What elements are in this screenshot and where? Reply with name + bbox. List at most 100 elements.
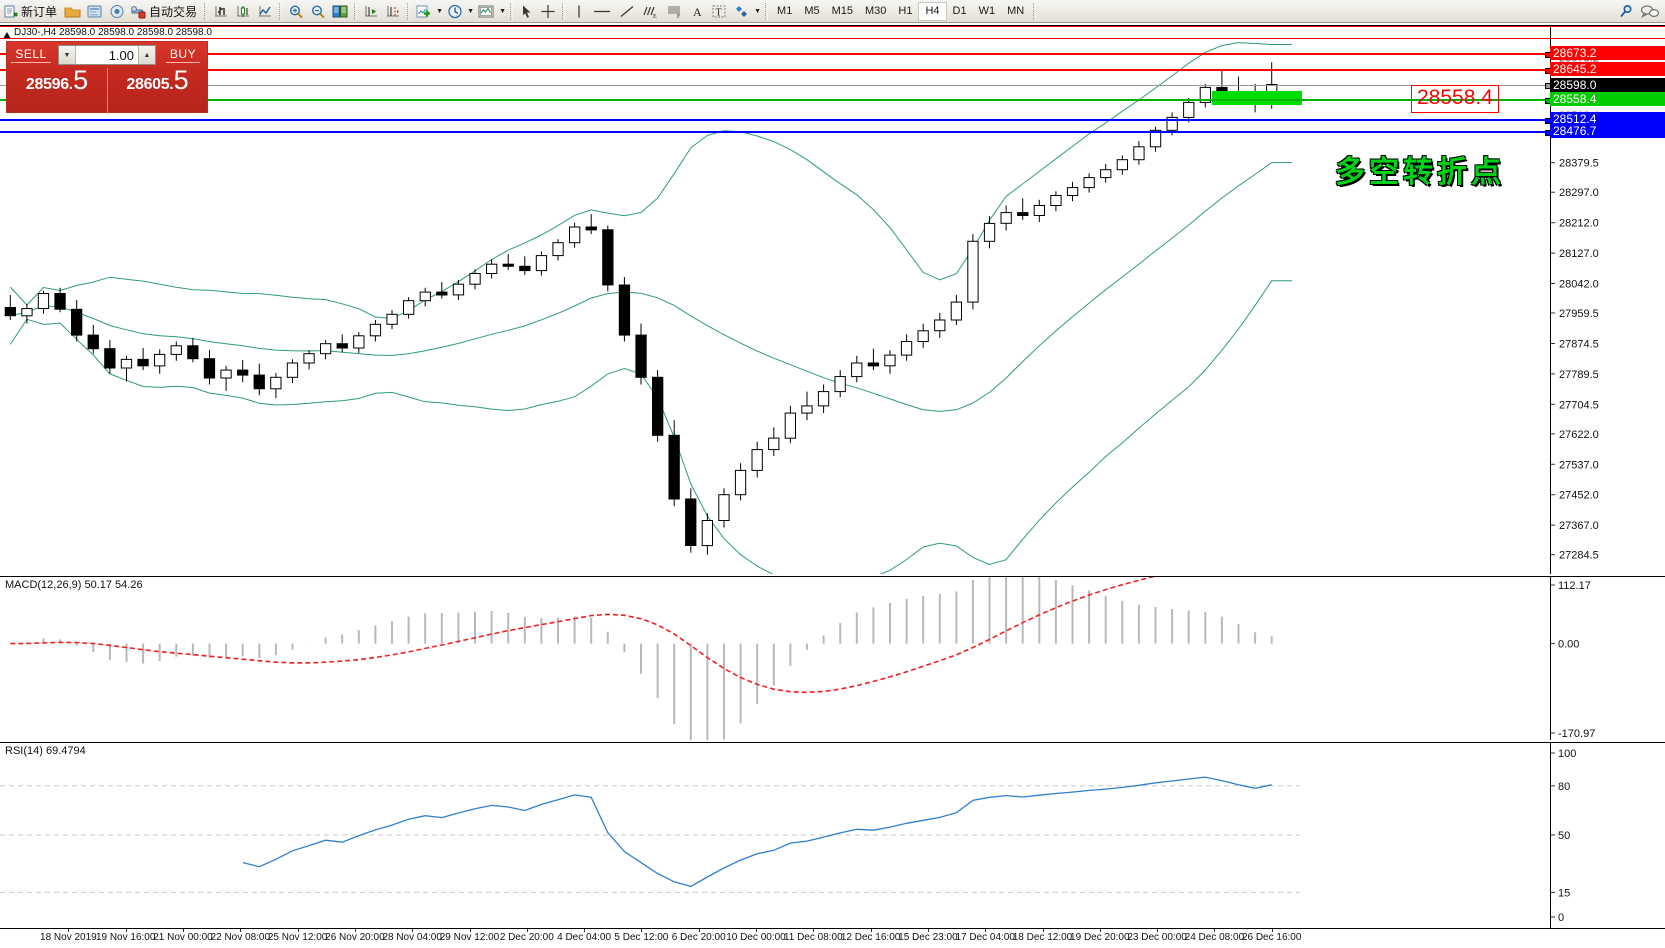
time-tick [1042, 929, 1044, 932]
bar-chart-icon [213, 4, 229, 19]
vertical-line-button[interactable] [568, 1, 589, 22]
zoom-in-icon [288, 4, 304, 19]
macd-plot[interactable] [0, 577, 1550, 740]
timeframe-m15[interactable]: M15 [831, 5, 853, 17]
auto-trading-button[interactable]: 自动交易 [128, 1, 201, 22]
timeframe-w1[interactable]: W1 [978, 5, 996, 17]
navigator-button[interactable] [106, 1, 128, 22]
text-icon: A [691, 4, 705, 19]
market-watch-button[interactable] [84, 1, 106, 22]
timeframe-h1[interactable]: H1 [898, 5, 913, 17]
text-label-button[interactable]: T [708, 1, 730, 22]
timeframe-m30[interactable]: M30 [865, 5, 887, 17]
time-tick [240, 929, 242, 932]
rsi-plot[interactable] [0, 743, 1550, 928]
svg-text:27622.0: 27622.0 [1559, 429, 1599, 441]
sell-price[interactable]: 28596 . 5 [7, 66, 107, 114]
sell-price-integer: 28596 [25, 76, 69, 93]
bar-chart-button[interactable] [210, 1, 232, 22]
price-candlestick-svg [4, 42, 1292, 574]
price-axis[interactable]: 28673.2 28645.2 28634.5 28598.0 28558.4 28549… [1550, 26, 1665, 574]
shapes-icon [733, 4, 750, 19]
price-pane[interactable]: DJ30-,H4 28598.0 28598.0 28598.0 28598.0… [0, 25, 1665, 574]
time-tick [526, 929, 528, 932]
volume-increase-icon[interactable]: ▲ [138, 46, 155, 64]
crosshair-button[interactable] [537, 1, 559, 22]
rsi-pane[interactable]: RSI(14) 69.4794 100 80 50 15 0 [0, 742, 1665, 928]
period-separator-button[interactable] [444, 1, 466, 22]
elliott-wave-button[interactable]: E [639, 1, 663, 22]
add-indicator-dropdown[interactable]: ▼ [436, 7, 443, 15]
candlestick-chart-icon [235, 4, 251, 19]
timeframe-mn[interactable]: MN [1007, 5, 1025, 17]
template-dropdown[interactable]: ▼ [499, 7, 506, 15]
chart-area[interactable]: DJ30-,H4 28598.0 28598.0 28598.0 28598.0… [0, 23, 1665, 948]
svg-text:27874.5: 27874.5 [1559, 339, 1599, 351]
toolbar-separator [407, 2, 411, 20]
zoom-out-button[interactable] [307, 1, 329, 22]
svg-text:28042.0: 28042.0 [1559, 279, 1599, 291]
time-tick [927, 929, 929, 932]
time-axis-label: 2 Dec 20:00 [499, 932, 554, 943]
time-axis-label: 15 Dec 23:00 [898, 932, 958, 943]
time-tick [412, 929, 414, 932]
auto-trading-icon [130, 4, 147, 19]
cursor-button[interactable] [516, 1, 537, 22]
sell-price-separator: . [68, 76, 74, 93]
shapes-button[interactable] [730, 1, 753, 22]
timeframe-m5[interactable]: M5 [804, 5, 820, 17]
period-separator-dropdown[interactable]: ▼ [467, 7, 474, 15]
price-plot[interactable] [0, 26, 1550, 574]
zoom-out-icon [310, 4, 326, 19]
rsi-title: RSI(14) 69.4794 [5, 745, 86, 757]
template-button[interactable] [475, 1, 498, 22]
svg-text:28634.5: 28634.5 [1559, 66, 1599, 78]
tile-windows-icon [332, 4, 348, 19]
chat-button[interactable] [1637, 1, 1663, 22]
zoom-in-button[interactable] [285, 1, 307, 22]
time-tick [125, 929, 127, 932]
timeframe-m1[interactable]: M1 [777, 5, 793, 17]
buy-price[interactable]: 28605 . 5 [107, 66, 207, 114]
candlestick-chart-button[interactable] [232, 1, 254, 22]
svg-text:27284.5: 27284.5 [1559, 550, 1599, 562]
svg-text:112.17: 112.17 [1558, 580, 1591, 592]
svg-text:A: A [693, 5, 702, 19]
symbol-marker-icon [2, 27, 12, 39]
time-axis-label: 26 Nov 20:00 [325, 932, 385, 943]
line-chart-button[interactable] [254, 1, 276, 22]
tile-windows-button[interactable] [329, 1, 351, 22]
chart-shift-button[interactable] [382, 1, 404, 22]
elliott-wave-icon: E [642, 4, 660, 19]
svg-text:T: T [716, 7, 722, 18]
volume-stepper[interactable]: ▼ 1.00 ▲ [58, 45, 156, 65]
search-button[interactable] [1615, 1, 1637, 22]
svg-text:100: 100 [1558, 748, 1576, 760]
timeframe-h4[interactable]: H4 [918, 1, 947, 21]
shapes-dropdown[interactable]: ▼ [754, 7, 761, 15]
smart-folder-button[interactable] [61, 1, 84, 22]
scroll-end-button[interactable] [360, 1, 382, 22]
time-tick [469, 929, 471, 932]
svg-text:27367.0: 27367.0 [1559, 520, 1599, 532]
svg-text:28212.0: 28212.0 [1559, 218, 1599, 230]
toolbar-separator [354, 2, 358, 20]
volume-input[interactable]: 1.00 [76, 46, 138, 64]
timeframe-d1[interactable]: D1 [952, 5, 967, 17]
macd-pane[interactable]: MACD(12,26,9) 50.17 54.26 112.17 0.00 -170… [0, 576, 1665, 740]
fibonacci-button[interactable]: F [663, 1, 687, 22]
trendline-button[interactable] [615, 1, 639, 22]
time-axis[interactable]: 18 Nov 2019 19 Nov 16:00 21 Nov 00:00 22 No… [0, 928, 1665, 948]
sell-button[interactable]: SELL [7, 42, 55, 68]
new-order-button[interactable]: 新订单 [2, 1, 61, 22]
time-axis-label: 24 Dec 08:00 [1184, 932, 1245, 943]
horizontal-line-button[interactable] [589, 1, 615, 22]
crosshair-icon [540, 4, 556, 19]
volume-decrease-icon[interactable]: ▼ [59, 46, 76, 64]
svg-text:80: 80 [1558, 781, 1570, 793]
text-button[interactable]: A [687, 1, 708, 22]
smart-folder-icon [64, 4, 81, 19]
one-click-trade-panel[interactable]: SELL ▼ 1.00 ▲ BUY 28596 . 5 28605 [6, 41, 208, 114]
add-indicator-button[interactable] [413, 1, 435, 22]
toolbar-separator [562, 2, 566, 20]
